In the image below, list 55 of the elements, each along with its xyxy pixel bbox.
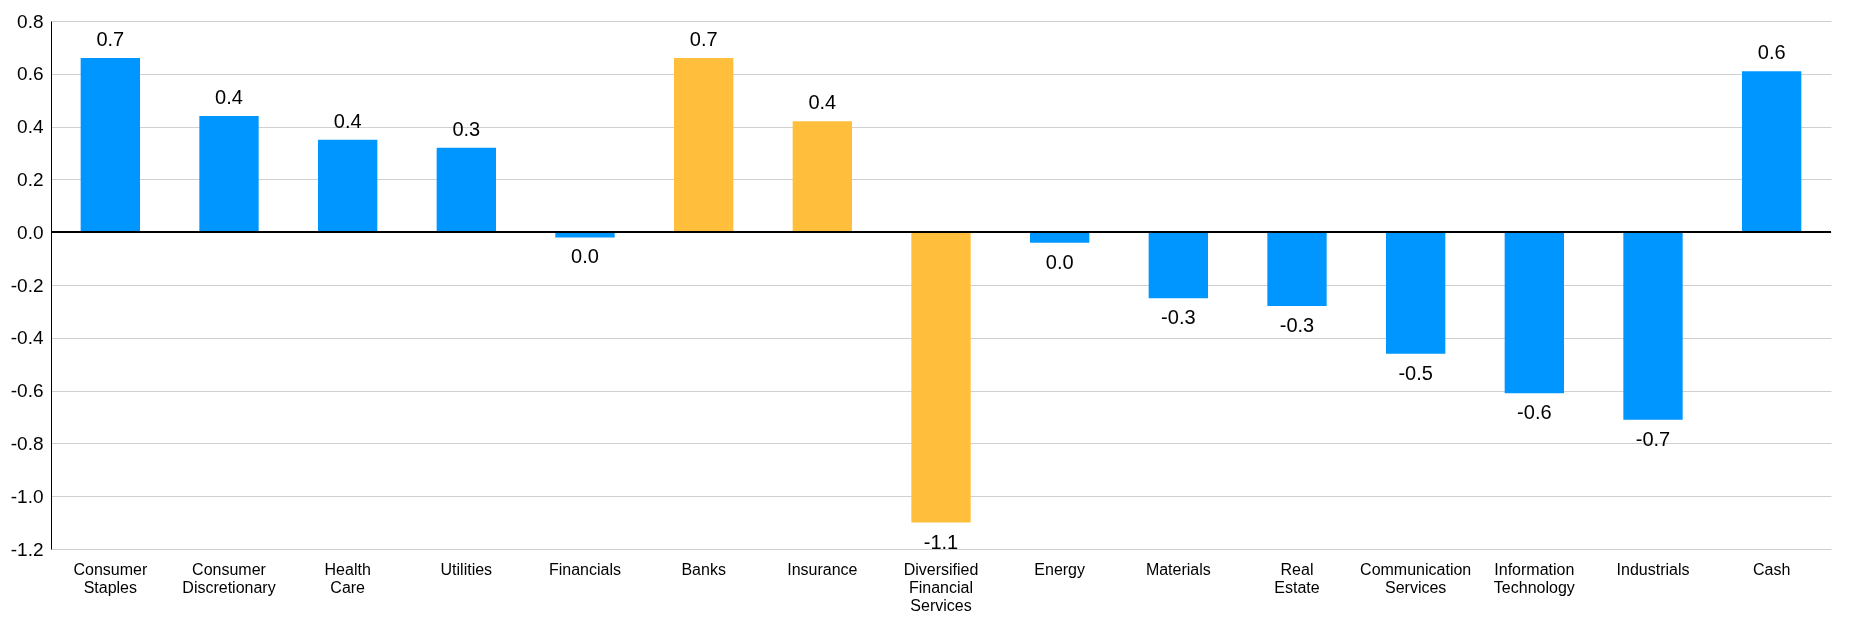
bar xyxy=(1267,232,1327,307)
y-tick-label: 0.6 xyxy=(17,63,44,85)
data-label: 0.0 xyxy=(1045,250,1074,273)
bar xyxy=(1148,232,1208,299)
bar xyxy=(792,121,852,233)
bar xyxy=(199,116,259,233)
x-tick-label: Consumer Staples xyxy=(73,560,148,596)
y-tick-label: 0.8 xyxy=(17,10,44,32)
y-tick-label: -1.2 xyxy=(10,538,44,560)
x-tick-label: Real Estate xyxy=(1274,560,1320,596)
y-tick-label: 0.0 xyxy=(17,221,44,243)
data-label: 0.7 xyxy=(96,27,125,50)
bar xyxy=(1386,232,1446,354)
data-label: 0.4 xyxy=(333,109,362,132)
data-label: -1.1 xyxy=(923,530,959,553)
x-tick-label: Banks xyxy=(681,560,726,578)
bar xyxy=(674,57,734,233)
data-label: 0.3 xyxy=(452,117,481,140)
x-tick-label: Health Care xyxy=(324,560,371,596)
bar xyxy=(318,139,378,233)
data-label: -0.7 xyxy=(1635,427,1671,450)
data-label: -0.3 xyxy=(1279,314,1315,337)
x-tick-label: Consumer Discretionary xyxy=(182,560,276,596)
x-tick-label: Communication Services xyxy=(1360,560,1472,596)
y-tick-label: -0.4 xyxy=(10,327,44,349)
x-tick-label: Utilities xyxy=(440,560,493,578)
y-tick-label: -1.0 xyxy=(10,485,44,507)
x-tick-label: Energy xyxy=(1034,560,1086,578)
bar xyxy=(911,232,971,523)
y-tick-label: 0.2 xyxy=(17,168,44,190)
y-tick-label: 0.4 xyxy=(17,116,44,138)
y-tick-label: -0.6 xyxy=(10,380,44,402)
bar xyxy=(80,57,140,233)
bar xyxy=(1030,232,1090,243)
x-tick-label: Diversified Financial Services xyxy=(903,560,979,614)
x-tick-label: Cash xyxy=(1752,560,1791,578)
y-tick-label: -0.2 xyxy=(10,274,44,296)
data-label: 0.4 xyxy=(808,91,837,114)
bar xyxy=(1742,71,1802,233)
data-label: -0.6 xyxy=(1517,401,1552,424)
data-label: 0.7 xyxy=(689,27,718,50)
x-tick-label: Information Technology xyxy=(1493,560,1575,596)
data-label: 0.4 xyxy=(215,86,243,109)
bar xyxy=(1504,232,1564,394)
data-label: 0.0 xyxy=(571,245,599,268)
data-label: 0.6 xyxy=(1757,41,1786,64)
bar xyxy=(436,147,496,233)
data-label: -0.5 xyxy=(1398,361,1433,384)
y-tick-label: -0.8 xyxy=(10,432,44,454)
bar xyxy=(1623,232,1683,420)
x-tick-label: Industrials xyxy=(1616,560,1690,578)
x-tick-label: Insurance xyxy=(787,560,858,578)
x-tick-label: Materials xyxy=(1145,560,1211,578)
data-label: -0.3 xyxy=(1161,306,1196,329)
x-tick-label: Financials xyxy=(548,560,622,578)
